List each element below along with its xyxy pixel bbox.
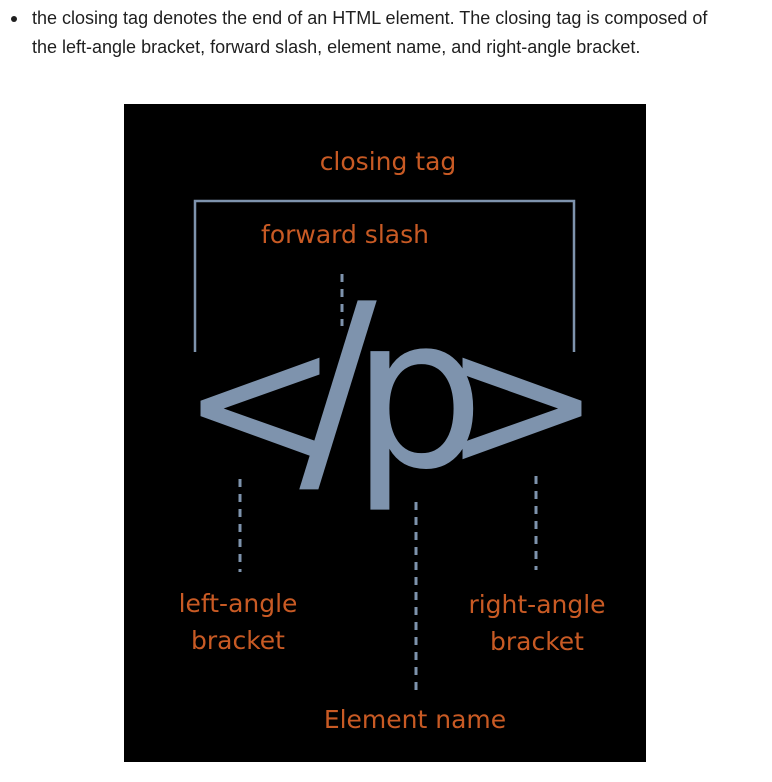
bullet-text: the closing tag denotes the end of an HT…	[32, 8, 708, 57]
element-p-glyph: p	[351, 271, 484, 516]
left-angle-label-line2: bracket	[191, 626, 285, 655]
bullet-item: the closing tag denotes the end of an HT…	[0, 0, 732, 62]
diagram-canvas: closing tag forward slash < / p > left-a…	[179, 147, 606, 734]
element-name-label: Element name	[324, 705, 506, 734]
left-angle-label-line1: left-angle	[179, 589, 298, 618]
bullet-list: the closing tag denotes the end of an HT…	[0, 0, 772, 62]
closing-tag-bracket-line	[193, 199, 576, 352]
left-angle-glyph: <	[180, 292, 339, 513]
forward-slash-glyph: /	[299, 256, 377, 523]
forward-slash-label: forward slash	[261, 220, 429, 249]
right-angle-label-line2: bracket	[490, 627, 584, 656]
right-angle-glyph: >	[442, 292, 601, 513]
closing-tag-label: closing tag	[320, 147, 457, 176]
bullet-dot	[11, 16, 17, 22]
right-angle-label-line1: right-angle	[468, 590, 605, 619]
closing-tag-diagram: closing tag forward slash < / p > left-a…	[124, 104, 646, 762]
